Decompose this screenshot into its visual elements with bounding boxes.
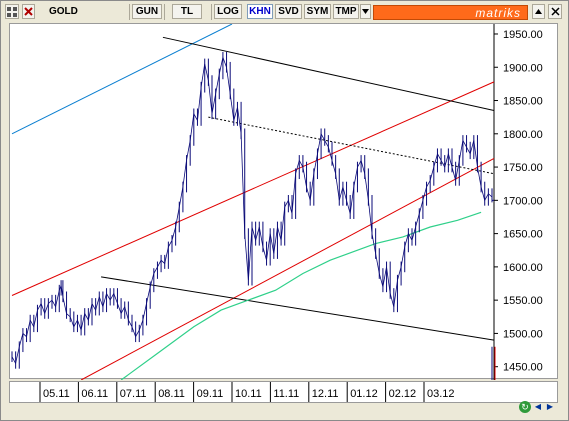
- y-tick-label: 1650.00: [503, 229, 543, 241]
- y-tick-label: 1500.00: [503, 328, 543, 340]
- x-tick-label: 10.11: [235, 388, 262, 400]
- x-tick-label: 07.11: [120, 388, 147, 400]
- period-daily-button[interactable]: GUN: [132, 4, 162, 19]
- chevron-up-icon: [535, 9, 542, 14]
- scroll-right-icon[interactable]: ▶: [546, 402, 554, 411]
- y-tick-label: 1550.00: [503, 295, 543, 307]
- dashed-resistance-line: [208, 116, 495, 175]
- scroll-up-button[interactable]: [532, 4, 545, 19]
- scroll-left-icon[interactable]: ◀: [534, 402, 542, 411]
- toolbar: GOLD GUN TL LOG KHN SVD SYM TMP matriks: [2, 2, 567, 22]
- x-tick-label: 03.12: [427, 388, 455, 400]
- x-tick-label: 12.11: [312, 388, 339, 400]
- refresh-icon[interactable]: ↻: [519, 401, 531, 413]
- upper-black-trendline: [162, 36, 495, 111]
- symbol-menu-button[interactable]: [5, 4, 19, 19]
- lower-black-trendline: [101, 276, 495, 341]
- x-tick-label: 01.12: [350, 388, 378, 400]
- x-tick-label: 08.11: [158, 388, 185, 400]
- template-dropdown[interactable]: [360, 4, 371, 19]
- price-chart[interactable]: 1450.00 1500.00 1550.00 1600.00 1650.00 1700.…: [10, 24, 559, 380]
- x-tick-label: 11.11: [273, 388, 299, 400]
- plot-area[interactable]: 1450.00 1500.00 1550.00 1600.00 1650.00 1700.…: [9, 23, 559, 380]
- brand-logo: matriks: [475, 6, 521, 20]
- price-series-line: [11, 55, 493, 365]
- currency-tl-button[interactable]: TL: [172, 4, 202, 19]
- khn-button[interactable]: KHN: [247, 4, 273, 19]
- x-axis: 05.11 06.11 07.11 08.11 09.11 10.11 11.11 12.11…: [9, 381, 558, 403]
- chevron-down-icon: [362, 9, 369, 14]
- tmp-button[interactable]: TMP: [333, 4, 359, 19]
- x-tick-label: 02.12: [389, 388, 417, 400]
- y-tick-label: 1800.00: [503, 129, 543, 141]
- log-scale-button[interactable]: LOG: [214, 4, 242, 19]
- close-icon: [550, 7, 560, 16]
- close-icon: [24, 7, 33, 16]
- grid-icon: [7, 6, 17, 17]
- y-tick-label: 1850.00: [503, 96, 543, 108]
- red-trendline-upper: [11, 81, 495, 296]
- brand-bar: matriks: [373, 5, 528, 20]
- y-tick-label: 1600.00: [503, 262, 543, 274]
- y-tick-label: 1450.00: [503, 362, 543, 374]
- symbol-dropdown[interactable]: [22, 4, 35, 19]
- x-tick-label: 05.11: [43, 388, 70, 400]
- y-tick-label: 1750.00: [503, 162, 543, 174]
- svd-button[interactable]: SVD: [275, 4, 302, 19]
- y-tick-label: 1700.00: [503, 195, 543, 207]
- symbol-label[interactable]: GOLD: [49, 6, 78, 17]
- x-tick-label: 06.11: [81, 388, 108, 400]
- x-axis-ticks: 05.11 06.11 07.11 08.11 09.11 10.11 11.11 12.11…: [39, 382, 455, 402]
- x-tick-label: 09.11: [197, 388, 224, 400]
- bottom-controls: ↻ ◀ ▶: [519, 400, 555, 414]
- close-button[interactable]: [548, 4, 562, 19]
- blue-trendline: [11, 24, 233, 135]
- y-tick-label: 1950.00: [503, 29, 543, 41]
- y-tick-label: 1900.00: [503, 62, 543, 74]
- moving-average-line: [120, 211, 482, 380]
- sym-button[interactable]: SYM: [304, 4, 331, 19]
- red-trendline-lower: [80, 157, 495, 380]
